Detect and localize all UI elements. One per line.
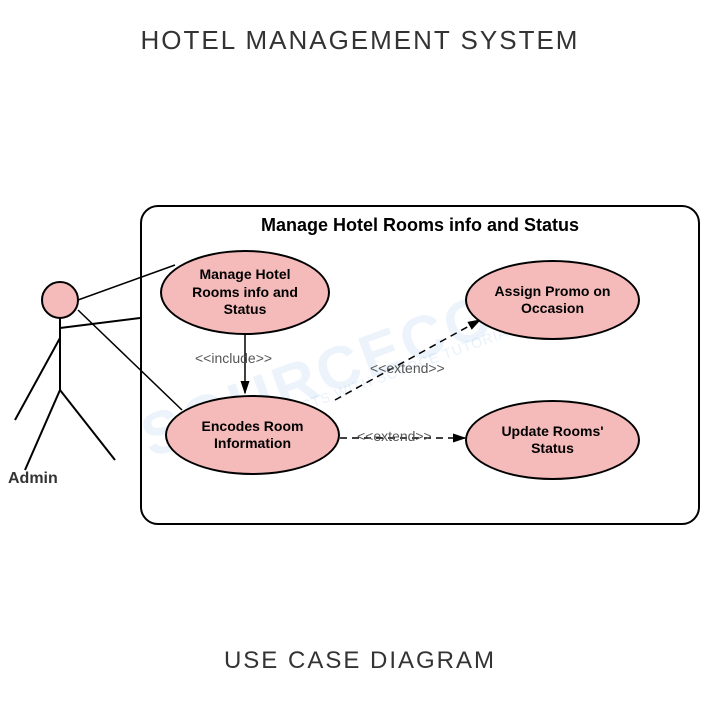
relation-label: <<extend>> (357, 428, 432, 444)
connector-layer (0, 0, 720, 720)
use-case-diagram: Manage Hotel Rooms info and Status Admin… (0, 0, 720, 720)
use-case-uc4: Update Rooms' Status (465, 400, 640, 480)
use-case-uc1: Manage Hotel Rooms info and Status (160, 250, 330, 335)
relation-label: <<include>> (195, 350, 272, 366)
use-case-uc2: Encodes Room Information (165, 395, 340, 475)
actor-label: Admin (8, 470, 58, 488)
relation-label: <<extend>> (370, 360, 445, 376)
use-case-uc3: Assign Promo on Occasion (465, 260, 640, 340)
